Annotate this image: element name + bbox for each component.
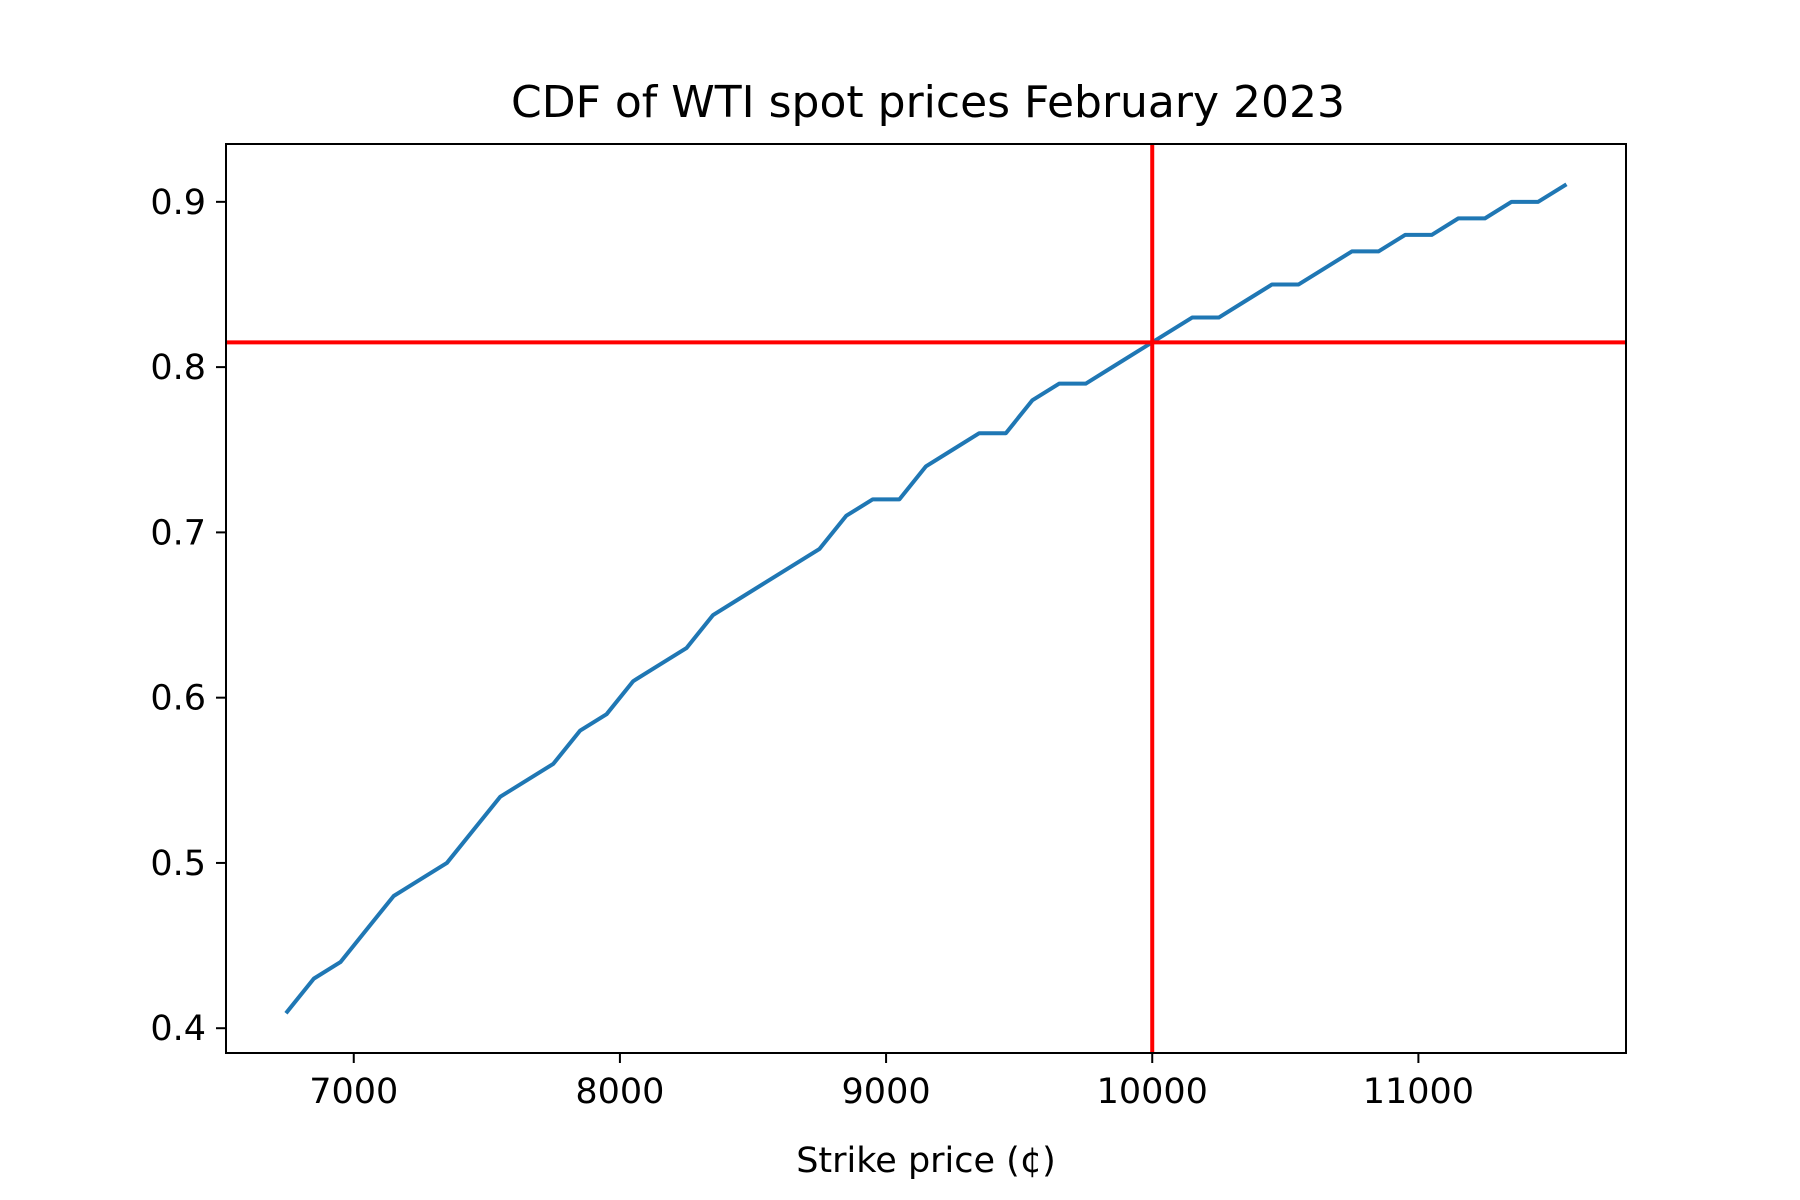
y-tick-label: 0.8 (150, 348, 206, 388)
y-tick-label: 0.5 (150, 844, 206, 884)
y-axis: 0.4 0.5 0.6 0.7 0.8 0.9 (150, 183, 226, 1049)
x-tick-label: 7000 (309, 1072, 398, 1112)
y-tick-label: 0.7 (150, 513, 206, 553)
chart-title: CDF of WTI spot prices February 2023 (511, 77, 1345, 128)
y-tick-label: 0.9 (150, 183, 206, 223)
y-tick-label: 0.4 (150, 1009, 206, 1049)
x-tick-label: 9000 (842, 1072, 931, 1112)
y-tick-label: 0.6 (150, 679, 206, 719)
x-tick-label: 8000 (575, 1072, 664, 1112)
x-axis: 7000 8000 9000 10000 11000 (309, 1053, 1474, 1112)
x-tick-label: 11000 (1363, 1072, 1474, 1112)
x-axis-label: Strike price (¢) (796, 1141, 1056, 1181)
series-line-0 (284, 182, 1568, 1015)
plot-area (226, 144, 1626, 1053)
plot-frame (225, 143, 1627, 1054)
x-tick-label: 10000 (1097, 1072, 1208, 1112)
